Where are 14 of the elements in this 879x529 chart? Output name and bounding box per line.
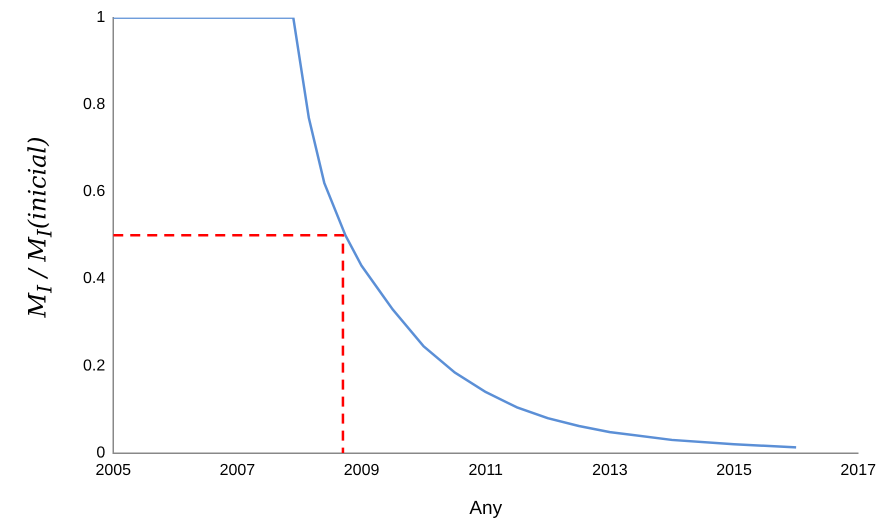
x-axis-title: Any: [469, 498, 503, 519]
y-tick-label: 0.6: [82, 183, 106, 200]
x-tick-label: 2007: [220, 462, 256, 480]
y-tick-label: 0.8: [82, 96, 106, 114]
x-tick-label: 2011: [468, 462, 504, 480]
y-tick-label: 1: [96, 9, 106, 26]
y-tick-label: 0.2: [82, 357, 106, 374]
y-tick-label: 0: [96, 444, 106, 462]
x-tick-label: 2009: [344, 462, 380, 480]
x-tick-label: 2017: [840, 462, 876, 480]
x-tick-label: 2005: [95, 462, 132, 480]
x-tick-label: 2013: [592, 462, 628, 480]
y-tick-label: 0.4: [82, 270, 106, 288]
x-tick-label: 2015: [716, 462, 752, 480]
